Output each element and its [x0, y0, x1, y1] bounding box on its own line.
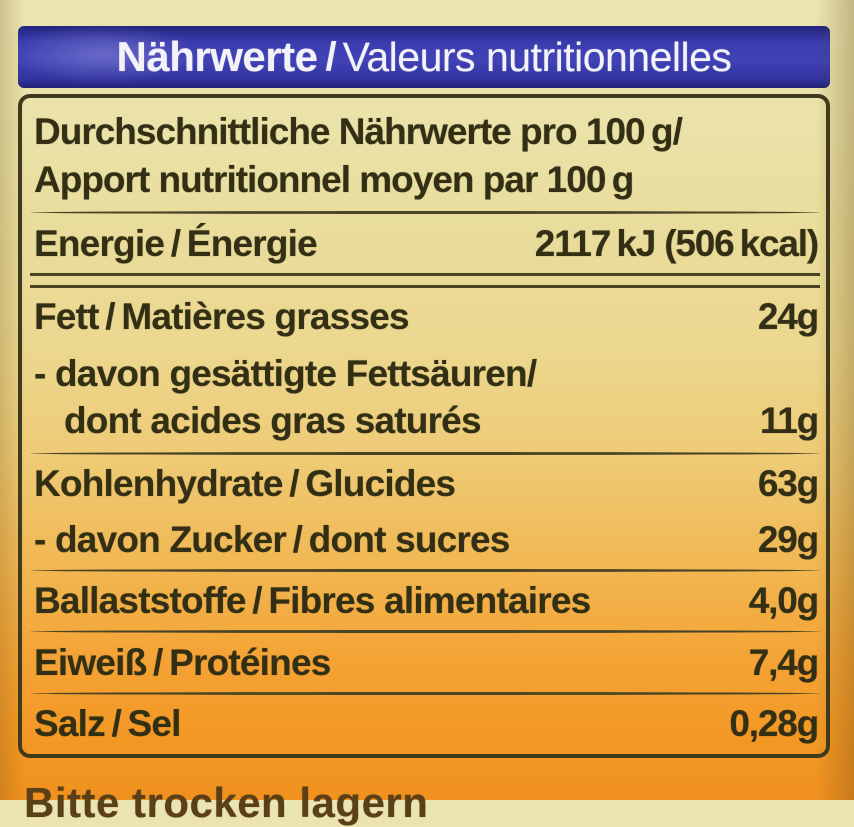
saturated-fat-label-french: dont acides gras saturés: [64, 399, 482, 441]
bottom-cutoff-text: Bitte trocken lagern: [24, 779, 429, 826]
banner-title-german: Nährwerte: [116, 33, 318, 80]
table-header: Durchschnittliche Nährwerte pro 100 g/ A…: [32, 104, 818, 208]
energy-value: 2117 kJ (506 kcal): [534, 222, 820, 264]
divider: [30, 630, 820, 634]
carbohydrates-value: 63g: [757, 463, 819, 505]
banner-title-french: Valeurs nutritionnelles: [342, 33, 732, 80]
nutrition-banner: Nährwerte / Valeurs nutritionnelles: [18, 26, 830, 88]
row-carbohydrates: Kohlenhydrate / Glucides 63g: [32, 458, 819, 510]
saturated-fat-label-german: - davon gesättigte Fettsäuren/: [34, 353, 537, 395]
double-divider: [30, 272, 820, 288]
header-line-german: Durchschnittliche Nährwerte pro 100 g/: [34, 111, 683, 152]
divider: [30, 691, 820, 695]
row-fiber: Ballaststoffe / Fibres alimentaires 4,0g: [32, 575, 819, 627]
row-salt: Salz / Sel 0,28g: [32, 698, 819, 750]
protein-value: 7,4g: [748, 641, 819, 683]
divider: [30, 452, 820, 456]
row-saturated-fat: - davon gesättigte Fettsäuren/ dont acid…: [32, 346, 819, 449]
salt-label: Salz / Sel: [34, 702, 181, 744]
carbohydrates-label: Kohlenhydrate / Glucides: [34, 463, 456, 505]
divider: [30, 211, 820, 215]
salt-value: 0,28g: [729, 702, 819, 744]
nutrition-table: Durchschnittliche Nährwerte pro 100 g/ A…: [18, 94, 830, 758]
sugars-value: 29g: [757, 518, 819, 560]
header-line-french: Apport nutritionnel moyen par 100 g: [34, 159, 634, 201]
fiber-label: Ballaststoffe / Fibres alimentaires: [34, 580, 591, 622]
protein-label: Eiweiß / Protéines: [34, 641, 331, 683]
banner-slash: /: [325, 34, 337, 79]
fat-label: Fett / Matières grasses: [34, 296, 410, 338]
saturated-fat-value: 11g: [759, 399, 819, 441]
row-protein: Eiweiß / Protéines 7,4g: [32, 637, 819, 689]
row-fat: Fett / Matières grasses 24g: [32, 291, 819, 343]
fiber-value: 4,0g: [748, 580, 819, 622]
energy-label: Energie / Énergie: [34, 222, 318, 264]
divider: [30, 568, 820, 572]
sugars-label: - davon Zucker / dont sucres: [34, 518, 510, 560]
row-energy: Energie / Énergie 2117 kJ (506 kcal): [32, 218, 820, 270]
row-sugars: - davon Zucker / dont sucres 29g: [32, 514, 819, 566]
fat-value: 24g: [757, 296, 819, 338]
